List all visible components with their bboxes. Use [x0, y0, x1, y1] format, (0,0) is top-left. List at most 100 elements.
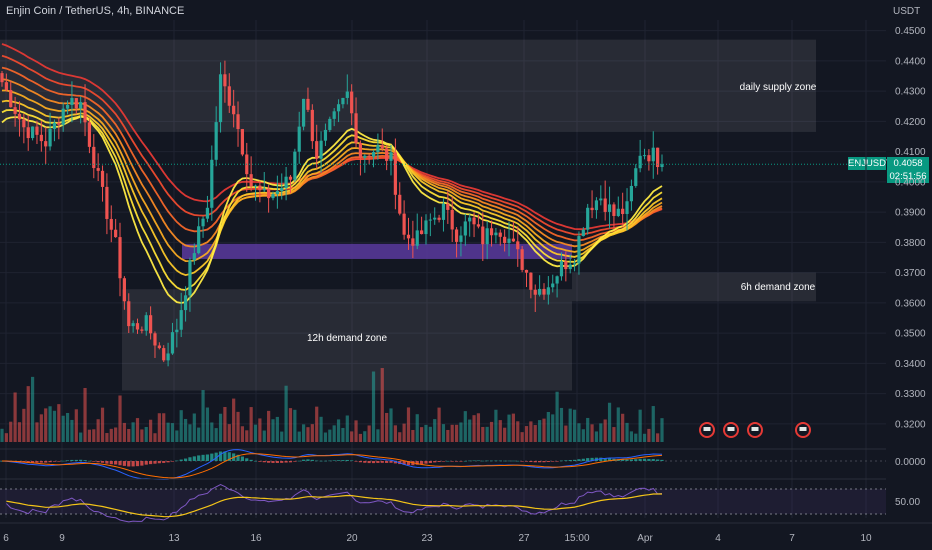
- volume-bar: [201, 390, 205, 442]
- candle-body: [166, 353, 170, 361]
- volume-bar: [393, 425, 397, 442]
- volume-bar: [301, 424, 306, 442]
- candle-body: [621, 208, 625, 215]
- macd-histogram-bar: [70, 459, 74, 461]
- macd-histogram-bar: [131, 461, 135, 467]
- candle-body: [424, 220, 428, 235]
- volume-bar: [581, 429, 585, 442]
- macd-histogram-bar: [201, 454, 205, 461]
- event-markers: [699, 422, 811, 438]
- candle-body: [559, 261, 564, 277]
- macd-histogram-bar: [345, 459, 349, 461]
- volume-bar: [433, 419, 437, 442]
- macd-histogram-bar: [415, 461, 419, 465]
- candle-body: [594, 200, 599, 211]
- volume-bar: [0, 428, 4, 442]
- candle-body: [389, 152, 393, 161]
- volume-bar: [157, 413, 161, 442]
- volume-bar: [437, 407, 441, 442]
- candle-body: [564, 261, 568, 270]
- candle-body: [262, 188, 266, 191]
- macd-histogram-bar: [350, 460, 354, 462]
- event-marker-icon: [751, 427, 759, 431]
- macd-histogram-bar: [26, 461, 30, 463]
- volume-bar: [586, 417, 590, 442]
- volume-bar: [210, 422, 214, 442]
- candle-body: [92, 146, 96, 169]
- volume-bars: [0, 368, 664, 442]
- candle-body: [140, 329, 144, 331]
- macd-histogram-bar: [341, 460, 345, 461]
- candle-body: [647, 155, 651, 162]
- volume-bar: [275, 416, 279, 442]
- price-axis: 0.4500 0.4400 0.4300 0.4200 0.4100 0.4000 0.39…: [895, 26, 926, 508]
- candle-body: [13, 107, 17, 114]
- macd-histogram-bar: [275, 461, 279, 463]
- price-tick-label: 0.4300: [895, 87, 926, 98]
- macd-histogram-bar: [634, 459, 638, 461]
- volume-bar: [520, 432, 524, 442]
- volume-bar: [179, 410, 183, 442]
- macd-histogram-bar: [489, 460, 494, 462]
- volume-bar: [306, 427, 310, 442]
- volume-bar: [424, 424, 428, 442]
- volume-bar: [144, 426, 148, 442]
- macd-histogram-bar: [511, 460, 515, 462]
- volume-bar: [546, 411, 550, 442]
- macd-histogram-bar: [607, 458, 612, 461]
- macd-histogram-bar: [446, 460, 450, 462]
- macd-histogram-bar: [625, 459, 629, 461]
- last-price-symbol-badge[interactable]: ENJUSDT: [848, 157, 892, 170]
- candle-body: [127, 301, 131, 327]
- volume-bar: [26, 386, 30, 442]
- macd-histogram-bar: [284, 461, 288, 463]
- macd-histogram-bar: [52, 461, 57, 462]
- macd-histogram-bar: [389, 461, 393, 463]
- candle-body: [323, 129, 328, 141]
- macd-histogram-bar: [214, 452, 218, 461]
- volume-bar: [572, 409, 577, 442]
- volume-bar: [415, 414, 419, 442]
- candle-body: [577, 236, 581, 264]
- candle-body: [568, 264, 572, 270]
- volume-bar: [149, 419, 153, 442]
- candle-body: [350, 91, 354, 114]
- volume-bar: [9, 421, 13, 442]
- macd-histogram-bar: [385, 461, 389, 463]
- zone-label: 12h demand zone: [307, 333, 388, 344]
- candle-body: [240, 129, 244, 155]
- volume-bar: [511, 413, 515, 442]
- volume-bar: [450, 424, 454, 442]
- volume-bar: [223, 406, 227, 442]
- macd-histogram-bar: [420, 461, 424, 465]
- ma-ribbon: [1, 43, 663, 304]
- volume-bar: [262, 430, 266, 442]
- macd-histogram-bar: [363, 461, 367, 463]
- candle-body: [118, 237, 122, 279]
- volume-bar: [96, 419, 100, 442]
- candle-body: [83, 102, 87, 123]
- macd-histogram-bar: [529, 461, 533, 463]
- volume-bar: [358, 433, 363, 442]
- macd-histogram-bar: [472, 460, 476, 462]
- ribbon-line: [2, 89, 663, 263]
- volume-bar: [559, 407, 564, 442]
- candle-body: [437, 217, 441, 220]
- macd-histogram-bar: [205, 454, 210, 461]
- candle-body: [629, 185, 634, 202]
- macd-histogram-bar: [61, 460, 65, 462]
- volume-bar: [441, 424, 446, 442]
- volume-bar: [625, 422, 629, 442]
- macd-histogram-bar: [39, 461, 43, 463]
- volume-bar: [79, 432, 83, 442]
- zone-box: [0, 39, 816, 132]
- candle-body: [406, 234, 411, 239]
- volume-bar: [30, 376, 35, 442]
- macd-histogram-bar: [192, 456, 196, 461]
- signal-line: [2, 453, 663, 479]
- macd-histogram-bar: [227, 452, 231, 461]
- macd-histogram-bar: [450, 461, 454, 462]
- price-tick-label: 0.3600: [895, 298, 926, 309]
- last-price-badge[interactable]: 0.4058: [887, 157, 929, 170]
